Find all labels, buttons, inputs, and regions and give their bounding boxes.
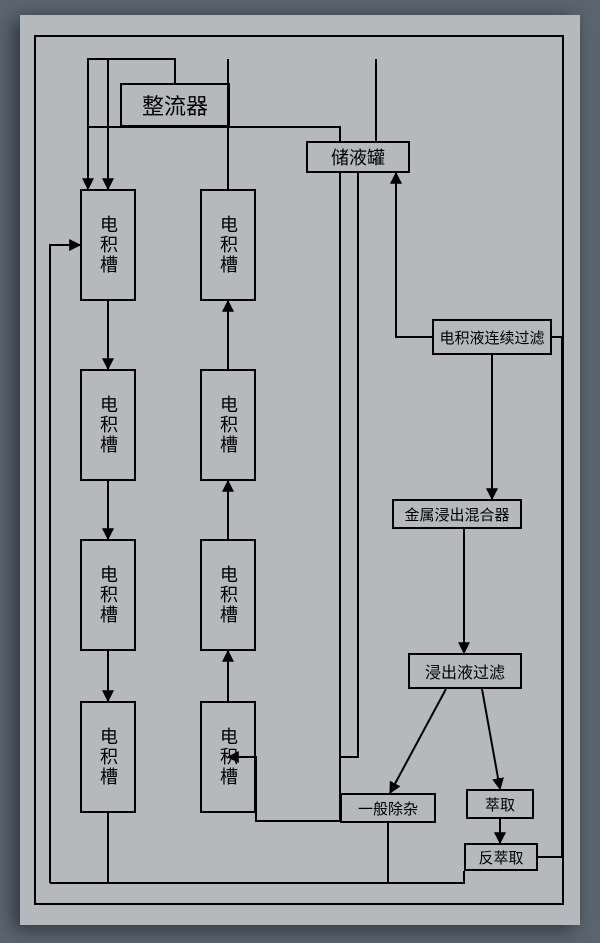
edge xyxy=(388,823,464,883)
node-label: 储液罐 xyxy=(331,144,385,170)
node-back_extract: 反萃取 xyxy=(464,843,538,871)
edge xyxy=(50,245,80,883)
node-label: 电积液连续过滤 xyxy=(439,327,544,348)
node-label: 一般除杂 xyxy=(358,798,418,819)
node-R2: 电积槽 xyxy=(200,369,256,481)
node-R3: 电积槽 xyxy=(200,539,256,651)
edge xyxy=(88,127,340,141)
node-L2: 电积槽 xyxy=(80,369,136,481)
node-filter_cont: 电积液连续过滤 xyxy=(432,319,552,355)
node-tank: 储液罐 xyxy=(306,141,410,173)
node-label: 电积槽 xyxy=(95,395,121,455)
edge xyxy=(396,173,432,337)
node-mixer: 金属浸出混合器 xyxy=(392,499,522,529)
node-L4: 电积槽 xyxy=(80,701,136,813)
node-L3: 电积槽 xyxy=(80,539,136,651)
node-label: 电积槽 xyxy=(215,215,241,275)
node-label: 电积槽 xyxy=(215,565,241,625)
diagram-frame: 整流器储液罐电积槽电积槽电积槽电积槽电积槽电积槽电积槽电积槽电积液连续过滤金属浸… xyxy=(34,35,564,905)
page-surface: 整流器储液罐电积槽电积槽电积槽电积槽电积槽电积槽电积槽电积槽电积液连续过滤金属浸… xyxy=(20,15,580,925)
node-impurity: 一般除杂 xyxy=(340,793,436,823)
node-label: 电积槽 xyxy=(95,565,121,625)
node-label: 浸出液过滤 xyxy=(425,659,505,683)
node-extract: 萃取 xyxy=(466,789,534,819)
edge xyxy=(390,689,446,793)
node-R1: 电积槽 xyxy=(200,189,256,301)
edge xyxy=(538,337,562,857)
node-label: 整流器 xyxy=(142,89,208,121)
node-leach_filter: 浸出液过滤 xyxy=(408,653,522,689)
node-label: 萃取 xyxy=(485,794,515,815)
node-label: 电积槽 xyxy=(215,727,241,787)
node-rectifier: 整流器 xyxy=(120,83,230,127)
node-label: 反萃取 xyxy=(478,847,523,868)
node-label: 电积槽 xyxy=(215,395,241,455)
node-label: 电积槽 xyxy=(95,215,121,275)
node-label: 金属浸出混合器 xyxy=(404,504,509,525)
node-L1: 电积槽 xyxy=(80,189,136,301)
edge xyxy=(340,173,358,757)
edge xyxy=(482,689,500,789)
node-label: 电积槽 xyxy=(95,727,121,787)
node-R4: 电积槽 xyxy=(200,701,256,813)
